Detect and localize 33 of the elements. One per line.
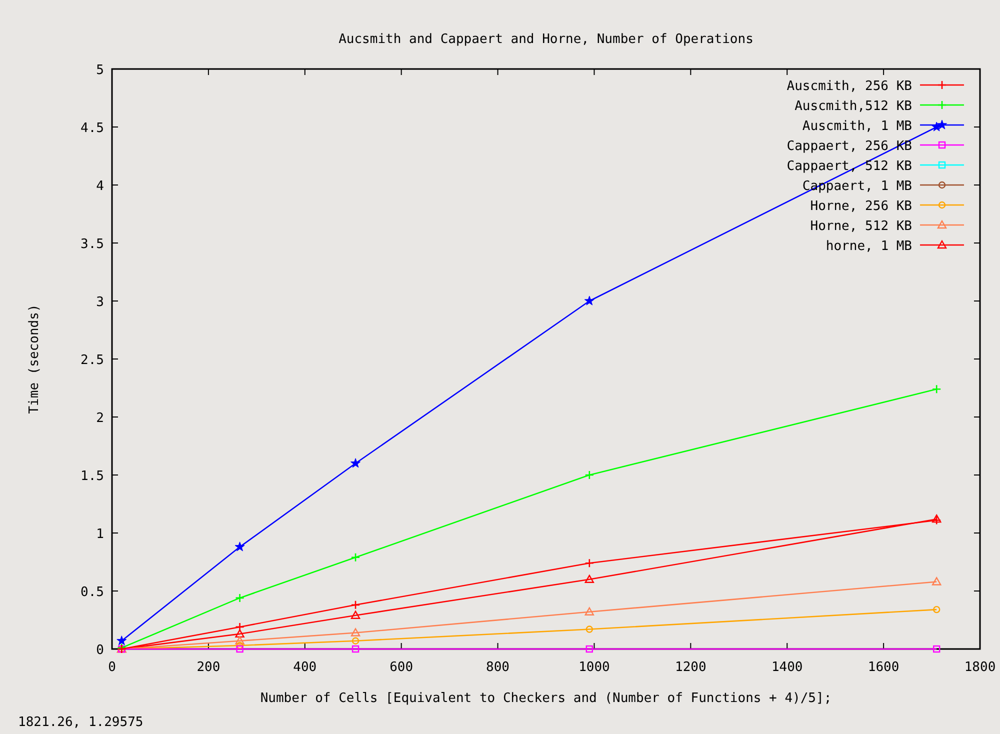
y-tick-label: 2.5 <box>80 353 104 368</box>
y-tick-label: 0 <box>96 643 104 658</box>
legend-label: Cappaert, 512 KB <box>786 159 912 174</box>
x-tick-label: 1600 <box>868 660 900 675</box>
y-tick-label: 4.5 <box>80 121 104 136</box>
x-tick-label: 200 <box>196 660 220 675</box>
text: 1821.26, 1.29575 <box>18 715 144 730</box>
y-tick-label: 3 <box>96 295 104 310</box>
x-tick-label: 1000 <box>578 660 610 675</box>
legend-label: Auscmith,512 KB <box>794 99 912 114</box>
x-axis-title: Number of Cells [Equivalent to Checkers and (Number of Functions + 4)/5]; <box>260 691 832 706</box>
legend-label: Auscmith, 1 MB <box>802 119 912 134</box>
y-tick-label: 5 <box>96 63 104 78</box>
y-tick-label: 3.5 <box>80 237 104 252</box>
x-tick-label: 600 <box>390 660 414 675</box>
legend-label: horne, 1 MB <box>826 239 912 254</box>
legend-label: Horne, 512 KB <box>810 219 912 234</box>
x-tick-label: 400 <box>293 660 317 675</box>
legend-label: Auscmith, 256 KB <box>786 79 912 94</box>
y-tick-label: 0.5 <box>80 585 104 600</box>
x-tick-label: 1200 <box>675 660 706 675</box>
y-tick-label: 1 <box>96 527 104 542</box>
x-tick-label: 1800 <box>964 660 996 675</box>
y-tick-label: 1.5 <box>80 469 104 484</box>
x-tick-label: 1400 <box>771 660 803 675</box>
y-axis-title: Time (seconds) <box>27 304 42 414</box>
x-tick-label: 800 <box>486 660 510 675</box>
y-tick-label: 2 <box>96 411 104 426</box>
x-tick-label: 0 <box>108 660 116 675</box>
y-tick-label: 4 <box>96 179 104 194</box>
legend-label: Horne, 256 KB <box>810 199 912 214</box>
legend-label: Cappaert, 256 KB <box>786 139 912 154</box>
chart-title: Aucsmith and Cappaert and Horne, Number of Operations <box>338 32 754 47</box>
